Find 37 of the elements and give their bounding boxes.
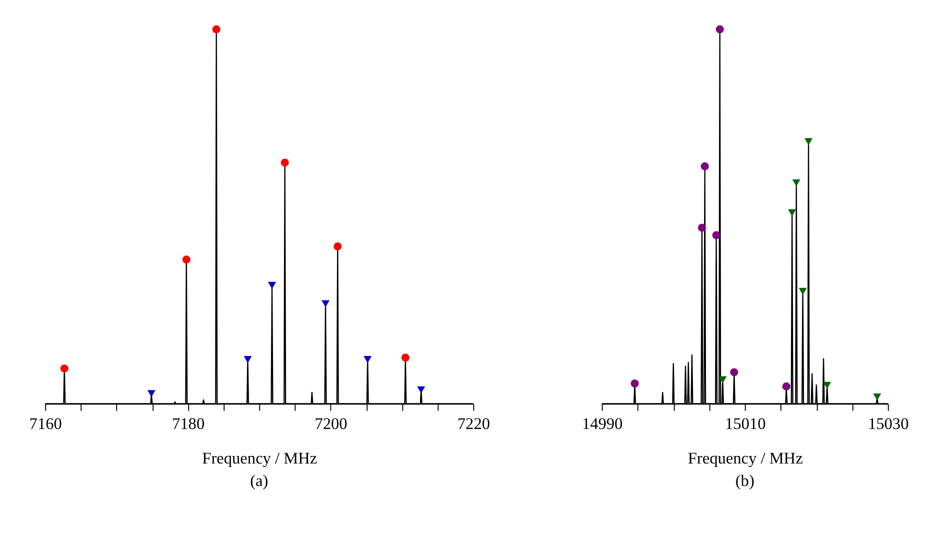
- point: [804, 138, 813, 146]
- point: [630, 379, 639, 388]
- x-tick-label: 14990: [582, 414, 623, 434]
- point: [212, 25, 220, 34]
- text: (a): [250, 471, 268, 490]
- point: [60, 364, 68, 372]
- x-tick-label: 7220: [457, 414, 490, 434]
- x-tick-label: 7200: [314, 414, 348, 434]
- x-tick-label: 7180: [172, 414, 205, 434]
- x-tick-label: 7160: [29, 414, 62, 434]
- point: [873, 393, 882, 400]
- point: [280, 158, 289, 167]
- point: [244, 356, 252, 363]
- point: [716, 25, 724, 34]
- x-tick-label: 15030: [868, 414, 909, 434]
- point: [788, 209, 796, 216]
- point: [364, 356, 372, 363]
- point: [718, 376, 727, 384]
- point: [334, 242, 342, 250]
- x-axis-title: Frequency / MHz: [688, 448, 803, 468]
- point: [798, 288, 807, 295]
- point: [823, 382, 832, 389]
- point: [147, 390, 156, 398]
- point: [417, 386, 426, 394]
- point: [792, 179, 800, 186]
- point: [268, 282, 276, 289]
- point: [782, 382, 790, 390]
- point: [712, 231, 720, 240]
- point: [700, 162, 709, 170]
- point: [322, 300, 330, 308]
- x-axis-title: Frequency / MHz: [202, 448, 318, 468]
- point: [730, 368, 738, 376]
- point: [401, 354, 410, 362]
- point: [698, 224, 706, 232]
- text: (b): [735, 471, 754, 490]
- point: [182, 256, 190, 264]
- x-tick-label: 15010: [724, 414, 766, 434]
